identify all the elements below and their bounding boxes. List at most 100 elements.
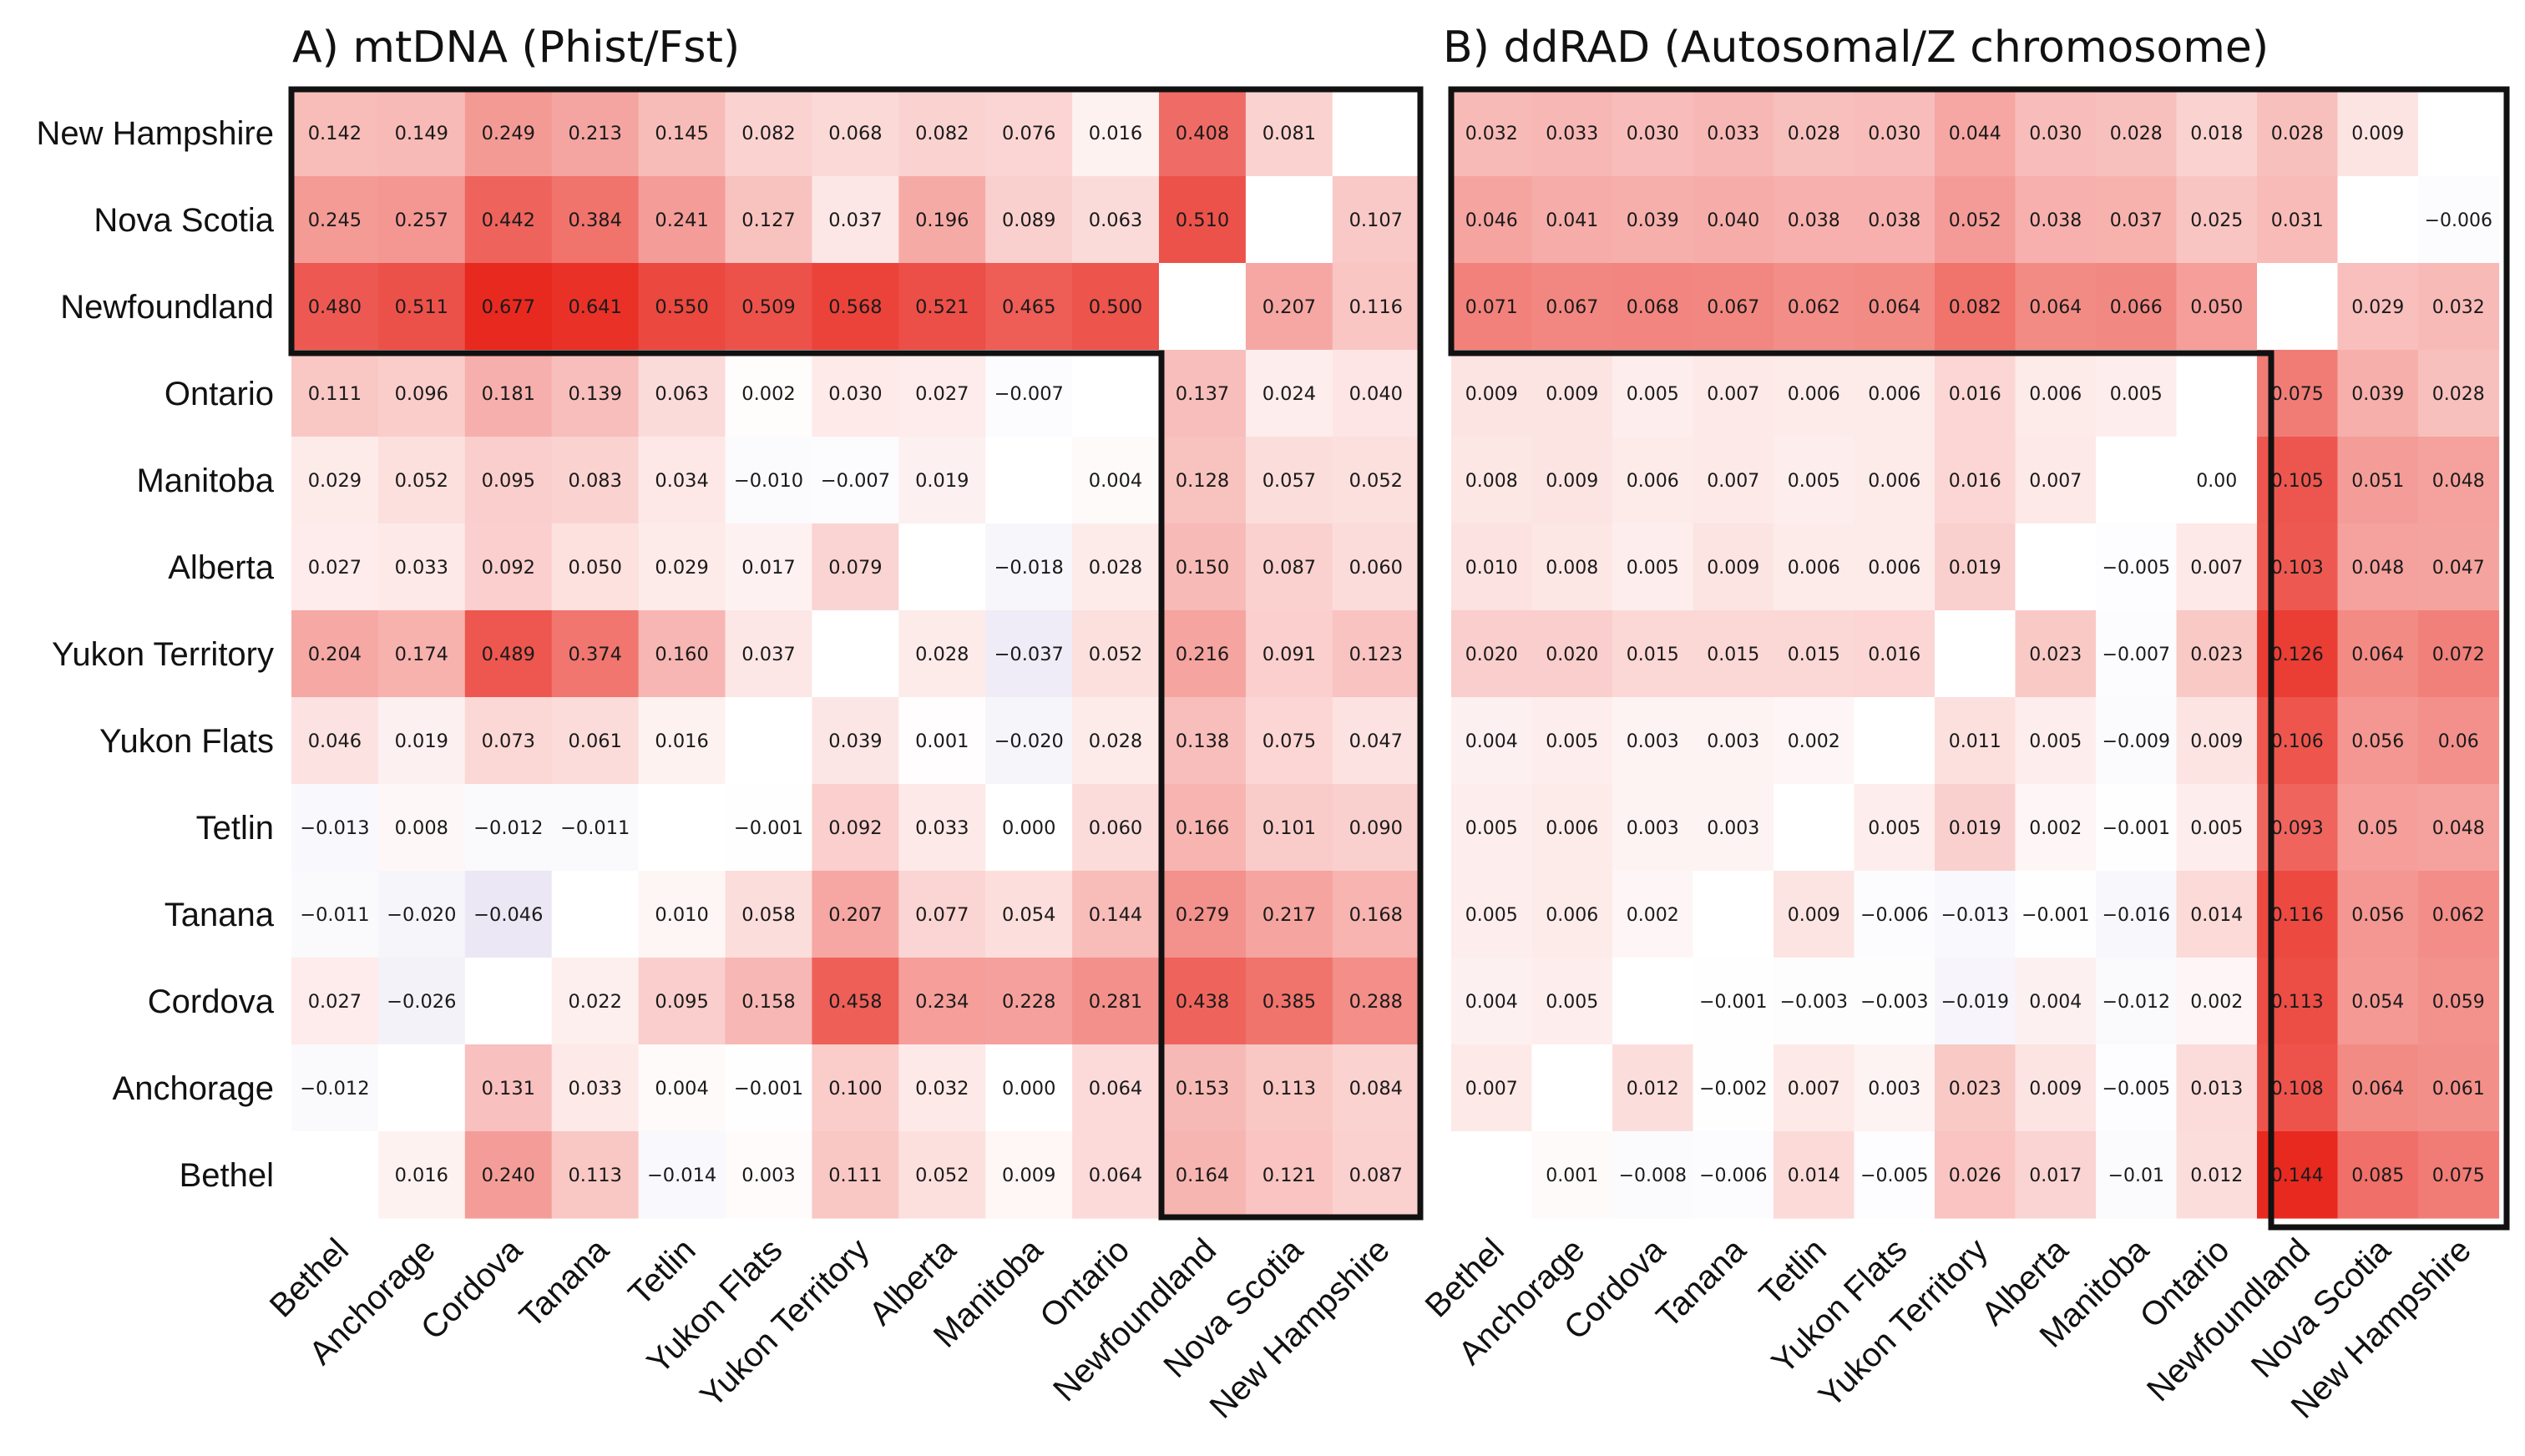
heatmap-cell-new-hampshire-cordova [464, 89, 553, 177]
cell-value: 0.116 [1349, 296, 1403, 318]
cell-value: 0.060 [1089, 817, 1142, 839]
heatmap-cell-manitoba-yukon-territory [812, 437, 899, 524]
cell-value: 0.009 [2190, 731, 2243, 752]
cell-value: 0.550 [655, 296, 708, 318]
cell-value: 0.020 [1546, 645, 1598, 665]
heatmap-cell-ontario-yukon-flats [725, 350, 812, 437]
heatmap-cell-nova-scotia-manitoba [985, 176, 1073, 264]
heatmap-cell-yukon-flats-anchorage [377, 697, 466, 785]
heatmap-cell-cordova-cordova [1612, 958, 1694, 1045]
heatmap-cell-tetlin-cordova [1612, 784, 1694, 872]
heatmap-cell-yukon-flats-tanana [1693, 697, 1774, 785]
cell-value: 0.061 [568, 731, 621, 752]
heatmap-cell-nova-scotia-ontario [1072, 176, 1160, 264]
heatmap-cell-nova-scotia-tetlin [1774, 176, 1855, 264]
heatmap-cell-yukon-flats-yukon-flats [1854, 697, 1935, 785]
cell-value: 0.027 [308, 557, 362, 579]
heatmap-cell-ontario-tanana [551, 350, 640, 437]
cell-value: 0.257 [395, 210, 448, 231]
cell-value: 0.011 [1949, 731, 2001, 752]
cell-value: 0.204 [308, 644, 362, 665]
heatmap-cell-yukon-flats-new-hampshire [1332, 697, 1420, 785]
heatmap-cell-alberta-yukon-territory [812, 523, 899, 611]
heatmap-cell-yukon-territory-alberta [898, 610, 986, 698]
heatmap-cell-alberta-manitoba [985, 523, 1073, 611]
cell-value: 0.033 [915, 817, 969, 839]
cell-value: 0.073 [482, 731, 535, 752]
heatmap-cell-tanana-manitoba [2096, 871, 2178, 958]
cell-value: 0.500 [1089, 296, 1142, 318]
cell-value: 0.046 [1465, 210, 1518, 231]
cell-value: 0.020 [1465, 645, 1518, 665]
cell-value: −0.013 [300, 817, 369, 839]
row-label-bethel: Bethel [180, 1157, 274, 1194]
heatmap-cell-bethel-ontario [1072, 1131, 1160, 1219]
heatmap-cell-new-hampshire-bethel [1451, 89, 1533, 177]
heatmap-cell-alberta-ontario [2176, 523, 2258, 611]
cell-value: 0.004 [1089, 470, 1142, 492]
cell-value: 0.068 [828, 123, 882, 144]
heatmap-cell-ontario-newfoundland [1159, 350, 1247, 437]
cell-value: 0.006 [1788, 558, 1840, 579]
heatmap-cell-alberta-nova-scotia [1245, 523, 1333, 611]
heatmap-cell-newfoundland-anchorage [377, 263, 466, 351]
cell-value: 0.016 [655, 731, 708, 752]
cell-value: 0.033 [395, 557, 448, 579]
heatmap-cell-yukon-flats-new-hampshire [2418, 697, 2500, 785]
heatmap-cell-newfoundland-new-hampshire [2418, 263, 2500, 351]
heatmap-cell-yukon-flats-bethel [291, 697, 379, 785]
cell-value: 0.048 [2432, 818, 2485, 839]
heatmap-cell-newfoundland-cordova [464, 263, 553, 351]
heatmap-cell-yukon-territory-yukon-territory [1935, 610, 2016, 698]
row-label-tetlin: Tetlin [196, 810, 274, 847]
heatmap-cell-newfoundland-tetlin [638, 263, 726, 351]
cell-value: −0.002 [1699, 1079, 1767, 1100]
heatmap-cell-cordova-nova-scotia [2337, 958, 2419, 1045]
cell-value: 0.458 [828, 991, 882, 1013]
heatmap-cell-tanana-ontario [1072, 871, 1160, 958]
cell-value: −0.012 [300, 1078, 369, 1100]
cell-value: −0.016 [2102, 905, 2170, 926]
heatmap-cell-manitoba-ontario [2176, 437, 2258, 524]
cell-value: 0.027 [308, 991, 362, 1013]
cell-value: 0.004 [1465, 731, 1518, 752]
heatmap-cell-anchorage-nova-scotia [1245, 1044, 1333, 1132]
cell-value: 0.126 [2271, 645, 2324, 665]
heatmap-cell-new-hampshire-tetlin [638, 89, 726, 177]
heatmap-cell-tetlin-newfoundland [1159, 784, 1247, 872]
heatmap-cell-bethel-yukon-flats [1854, 1131, 1935, 1219]
cell-value: 0.033 [568, 1078, 621, 1100]
heatmap-cell-manitoba-nova-scotia [1245, 437, 1333, 524]
cell-value: 0.145 [655, 123, 708, 144]
heatmap-cell-manitoba-alberta [898, 437, 986, 524]
heatmap-cell-bethel-alberta [2015, 1131, 2097, 1219]
heatmap-cell-tanana-bethel [1451, 871, 1533, 958]
cell-value: −0.001 [2022, 905, 2089, 926]
cell-value: 0.168 [1349, 904, 1403, 926]
cell-value: −0.037 [994, 644, 1064, 665]
cell-value: 0.003 [1707, 731, 1759, 752]
heatmap-cell-newfoundland-tanana [1693, 263, 1774, 351]
cell-value: 0.067 [1707, 297, 1759, 318]
cell-value: 0.002 [2029, 818, 2082, 839]
column-label-tetlin: Tetlin [622, 1231, 703, 1312]
cell-value: 0.017 [2029, 1165, 2082, 1186]
cell-value: 0.207 [828, 904, 882, 926]
cell-value: 0.071 [1465, 297, 1518, 318]
heatmap-cell-nova-scotia-tanana [1693, 176, 1774, 264]
heatmap-cell-new-hampshire-yukon-territory [812, 89, 899, 177]
heatmap-cell-manitoba-new-hampshire [1332, 437, 1420, 524]
cell-value: 0.079 [828, 557, 882, 579]
cell-value: 0.111 [308, 383, 362, 405]
heatmap-cell-new-hampshire-new-hampshire [2418, 89, 2500, 177]
heatmap-cell-yukon-flats-alberta [898, 697, 986, 785]
cell-value: 0.057 [1262, 470, 1316, 492]
heatmap-cell-alberta-yukon-flats [725, 523, 812, 611]
heatmap-cell-manitoba-cordova [1612, 437, 1694, 524]
cell-value: 0.408 [1176, 123, 1229, 144]
heatmap-cell-bethel-cordova [464, 1131, 553, 1219]
heatmap-cell-newfoundland-ontario [1072, 263, 1160, 351]
heatmap-cell-tetlin-tetlin [638, 784, 726, 872]
heatmap-cell-new-hampshire-tanana [551, 89, 640, 177]
